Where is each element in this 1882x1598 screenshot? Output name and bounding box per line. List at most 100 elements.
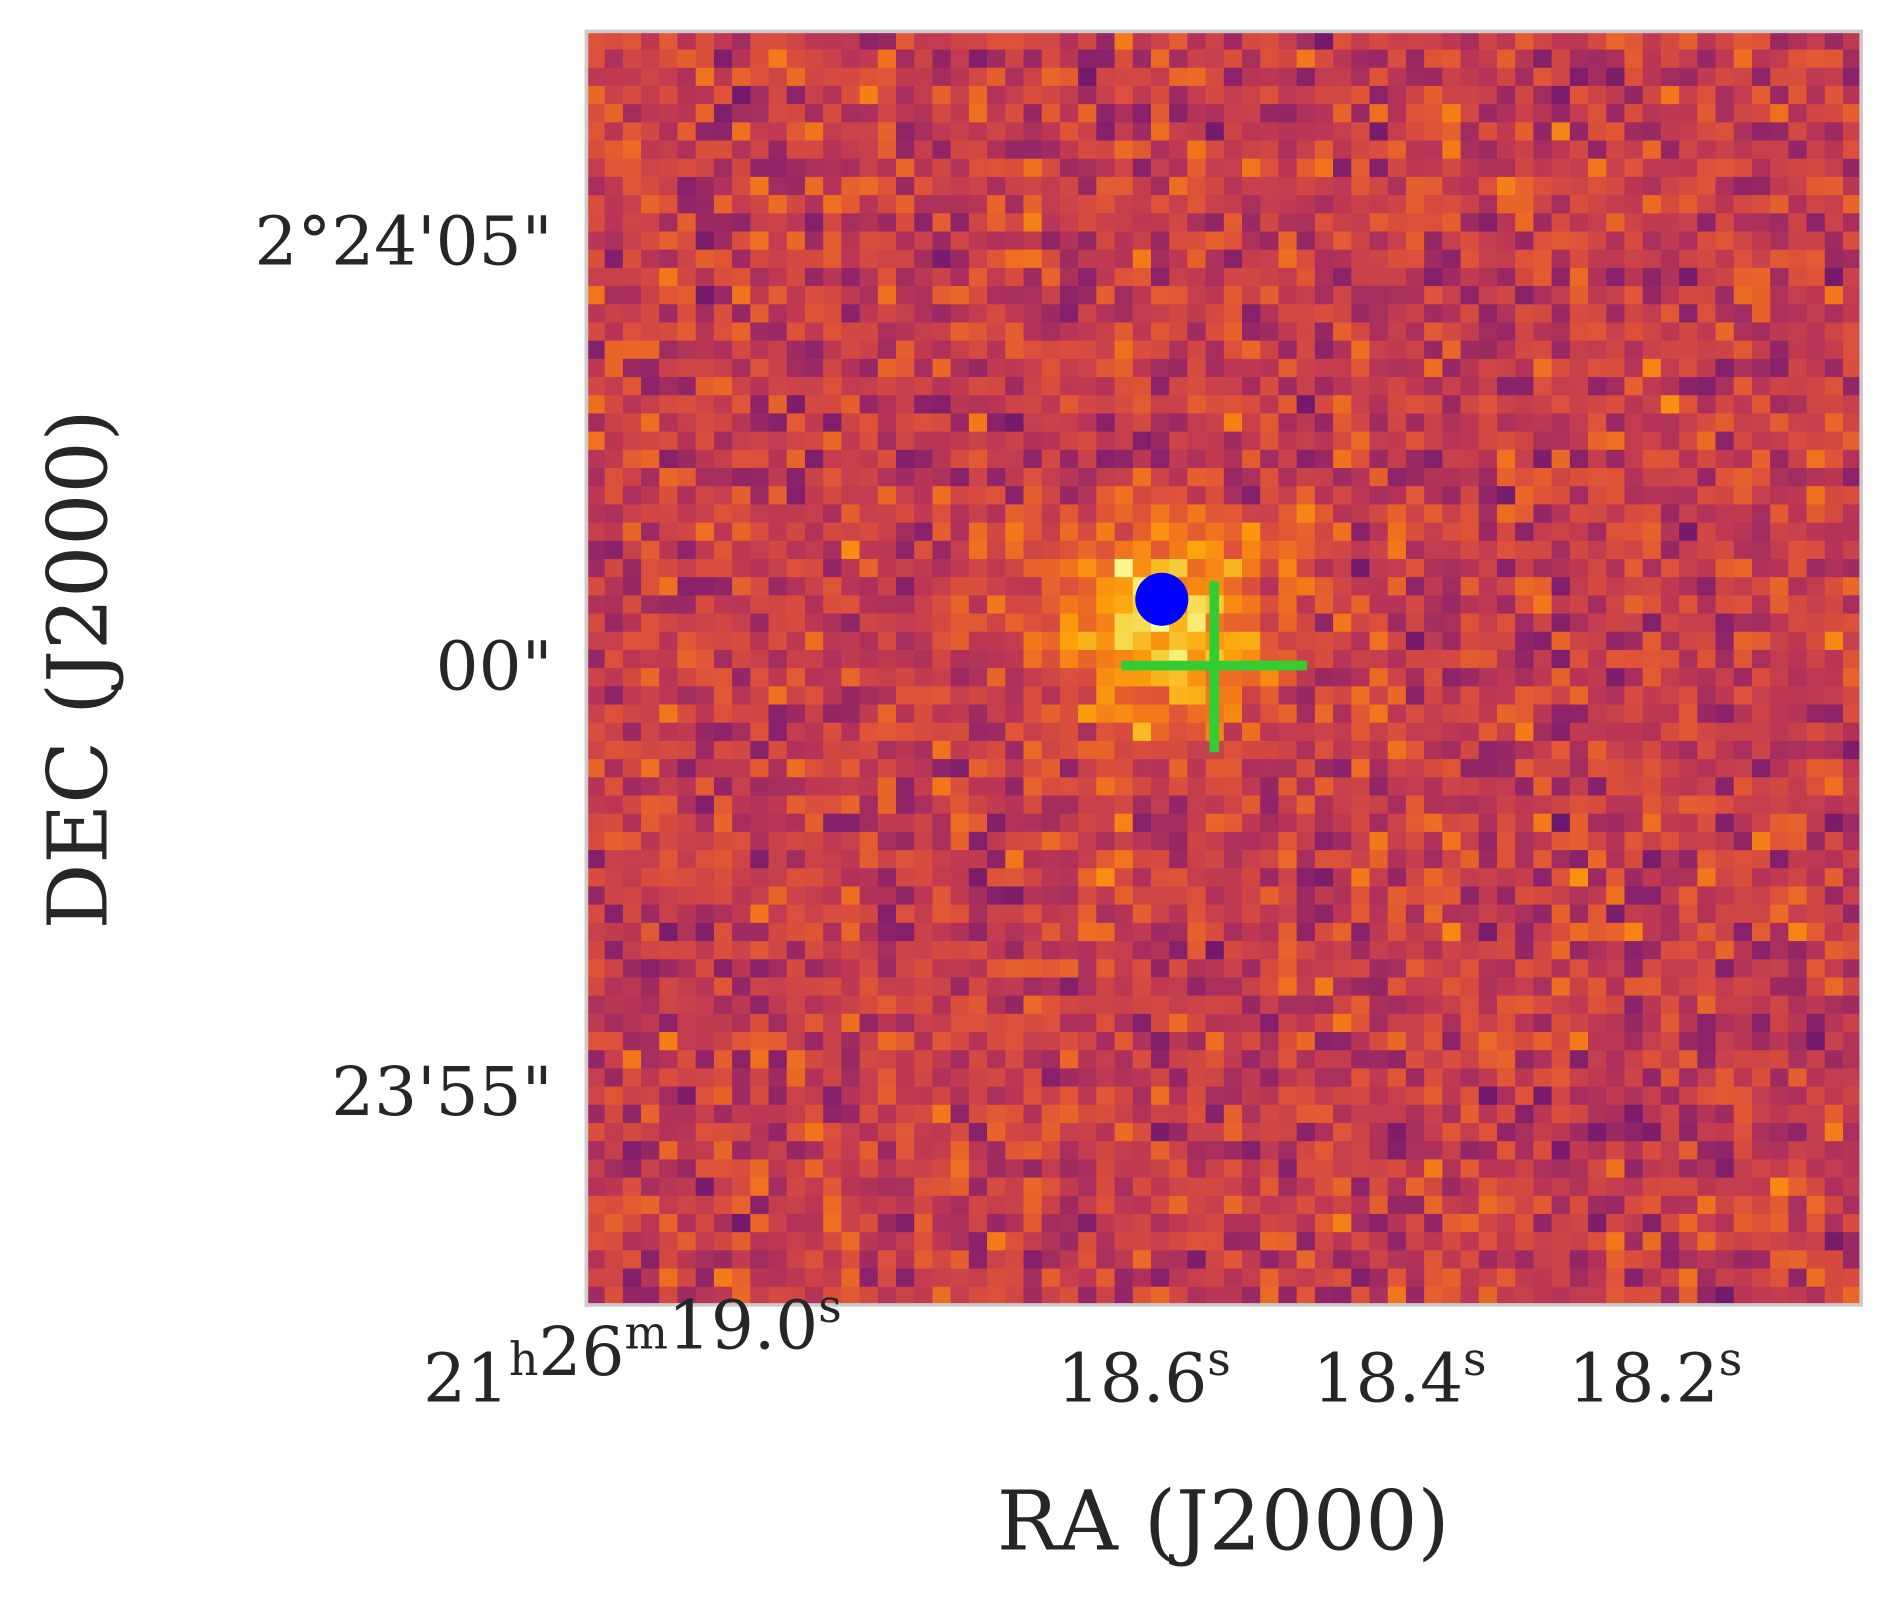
pixel	[695, 431, 715, 451]
pixel	[1296, 286, 1316, 305]
pixel	[896, 631, 915, 651]
pixel	[1788, 1195, 1808, 1215]
pixel	[1515, 1122, 1535, 1142]
pixel	[1824, 1250, 1844, 1270]
pixel	[1660, 522, 1680, 542]
pixel	[768, 759, 788, 779]
pixel	[1751, 959, 1771, 979]
pixel	[877, 1013, 897, 1033]
pixel	[1824, 267, 1844, 287]
pixel	[1642, 1122, 1662, 1142]
pixel	[1588, 977, 1607, 997]
pixel	[1314, 850, 1334, 870]
pixel	[732, 1195, 752, 1215]
pixel	[1751, 558, 1771, 578]
pixel	[586, 1141, 606, 1161]
pixel	[1770, 1141, 1790, 1161]
pixel	[1187, 486, 1207, 506]
pixel	[622, 1159, 642, 1179]
pixel	[1697, 104, 1717, 124]
pixel	[841, 649, 861, 669]
pixel	[823, 340, 843, 360]
pixel	[1824, 522, 1844, 542]
pixel	[677, 1013, 697, 1033]
pixel	[1333, 304, 1353, 324]
pixel	[1005, 1268, 1025, 1288]
pixel	[1424, 431, 1444, 451]
pixel	[1005, 941, 1025, 960]
pixel	[1260, 1122, 1280, 1142]
pixel	[677, 104, 697, 124]
pixel	[1424, 1122, 1444, 1142]
pixel	[1496, 340, 1516, 360]
pixel	[859, 504, 879, 524]
pixel	[1551, 995, 1571, 1015]
pixel	[1333, 995, 1353, 1015]
pixel	[932, 777, 952, 797]
pixel	[1751, 31, 1771, 51]
pixel	[1023, 722, 1043, 742]
pixel	[1260, 176, 1280, 196]
pixel	[1624, 1068, 1644, 1088]
pixel	[732, 304, 752, 324]
pixel	[1005, 831, 1025, 851]
pixel	[1205, 777, 1225, 797]
pixel	[750, 213, 770, 233]
pixel	[932, 558, 952, 578]
pixel	[1733, 1286, 1753, 1306]
pixel	[1187, 67, 1207, 87]
pixel	[1551, 941, 1571, 960]
pixel	[1842, 740, 1862, 760]
pixel	[1697, 540, 1717, 560]
pixel	[1333, 668, 1353, 688]
pixel	[1387, 1104, 1407, 1124]
pixel	[1478, 904, 1498, 924]
pixel	[932, 67, 952, 87]
pixel	[1715, 1086, 1735, 1106]
pixel	[1187, 431, 1207, 451]
pixel	[914, 1195, 934, 1215]
pixel	[1278, 504, 1298, 524]
pixel	[1387, 577, 1407, 597]
pixel	[1496, 1050, 1516, 1070]
superscript: h	[509, 1332, 539, 1386]
pixel	[1205, 922, 1225, 942]
pixel	[1551, 213, 1571, 233]
pixel	[1533, 795, 1553, 815]
pixel	[641, 249, 660, 269]
pixel	[641, 577, 660, 597]
pixel	[1733, 267, 1753, 287]
pixel	[1642, 868, 1662, 888]
pixel	[1460, 85, 1480, 105]
pixel	[1533, 540, 1553, 560]
pixel	[1679, 31, 1699, 51]
pixel	[1278, 322, 1298, 342]
pixel	[659, 558, 679, 578]
pixel	[1515, 104, 1535, 124]
pixel	[1679, 140, 1699, 160]
pixel	[1096, 1050, 1116, 1070]
pixel	[713, 631, 733, 651]
pixel	[968, 886, 988, 906]
pixel	[641, 304, 660, 324]
pixel	[1679, 522, 1699, 542]
pixel	[1697, 959, 1717, 979]
pixel	[1806, 1050, 1826, 1070]
pixel	[1387, 522, 1407, 542]
pixel	[1351, 267, 1371, 287]
pixel	[1424, 831, 1444, 851]
pixel	[1551, 286, 1571, 305]
pixel	[1296, 540, 1316, 560]
pixel	[1588, 1250, 1607, 1270]
pixel	[823, 1177, 843, 1197]
pixel	[1606, 286, 1626, 305]
pixel	[1697, 722, 1717, 742]
pixel	[1551, 231, 1571, 251]
pixel	[1296, 231, 1316, 251]
pixel	[968, 813, 988, 833]
pixel	[1842, 886, 1862, 906]
pixel	[987, 1013, 1007, 1033]
pixel	[1205, 67, 1225, 87]
pixel	[732, 668, 752, 688]
pixel	[1187, 904, 1207, 924]
